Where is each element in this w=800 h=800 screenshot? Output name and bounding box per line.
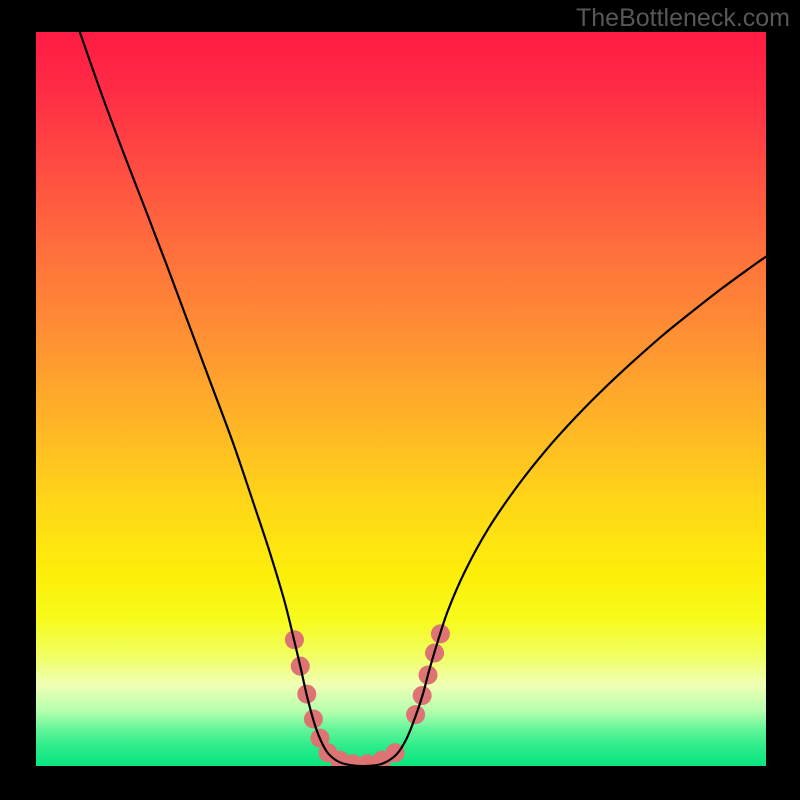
chart-stage: TheBottleneck.com (0, 0, 800, 800)
curve-svg (36, 32, 766, 766)
watermark-text: TheBottleneck.com (576, 4, 790, 33)
bottleneck-curve (80, 32, 766, 766)
marker-group (285, 624, 450, 766)
plot-area (36, 32, 766, 766)
